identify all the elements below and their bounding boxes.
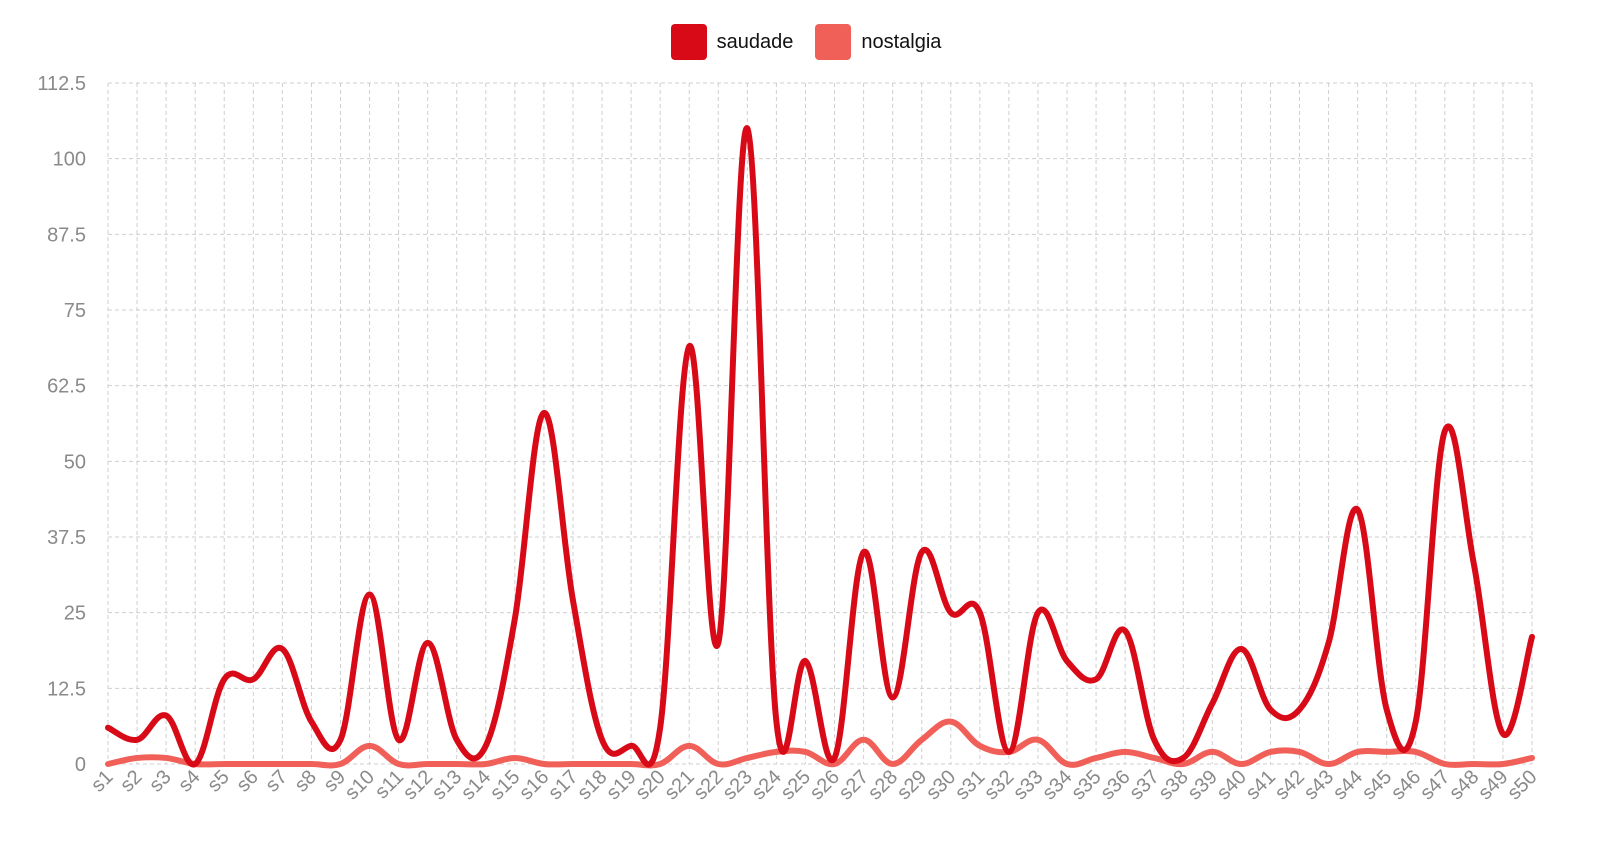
legend-label-saudade: saudade	[716, 30, 794, 53]
legend-swatch-nostalgia	[815, 24, 852, 60]
series-line-saudade	[105, 125, 1535, 768]
legend-swatch-saudade	[670, 24, 707, 60]
y-tick-label: 0	[75, 754, 86, 776]
y-tick-label: 62.5	[47, 376, 86, 398]
x-tick-label: s1	[87, 766, 117, 796]
x-tick-label: s8	[290, 766, 320, 796]
y-tick-label: 37.5	[47, 527, 86, 549]
legend-item-nostalgia[interactable]: nostalgia	[815, 24, 941, 60]
y-tick-label: 75	[64, 300, 86, 322]
x-tick-label: s2	[116, 766, 146, 796]
series-line-nostalgia	[105, 718, 1535, 769]
chart-legend: saudade nostalgia	[0, 24, 1612, 60]
legend-label-nostalgia: nostalgia	[861, 30, 942, 53]
x-tick-label: s50	[1503, 766, 1541, 804]
y-tick-label: 12.5	[47, 678, 86, 700]
x-tick-label: s3	[145, 766, 175, 796]
y-tick-label: 50	[64, 451, 86, 473]
y-tick-label: 25	[64, 603, 86, 625]
x-tick-label: s7	[261, 766, 291, 796]
y-tick-label: 87.5	[47, 224, 86, 246]
y-tick-label: 112.5	[37, 73, 86, 95]
legend-item-saudade[interactable]: saudade	[670, 24, 794, 60]
y-tick-label: 100	[53, 149, 86, 171]
x-tick-label: s5	[203, 766, 233, 796]
x-tick-label: s4	[174, 766, 204, 796]
x-tick-label: s6	[232, 766, 262, 796]
